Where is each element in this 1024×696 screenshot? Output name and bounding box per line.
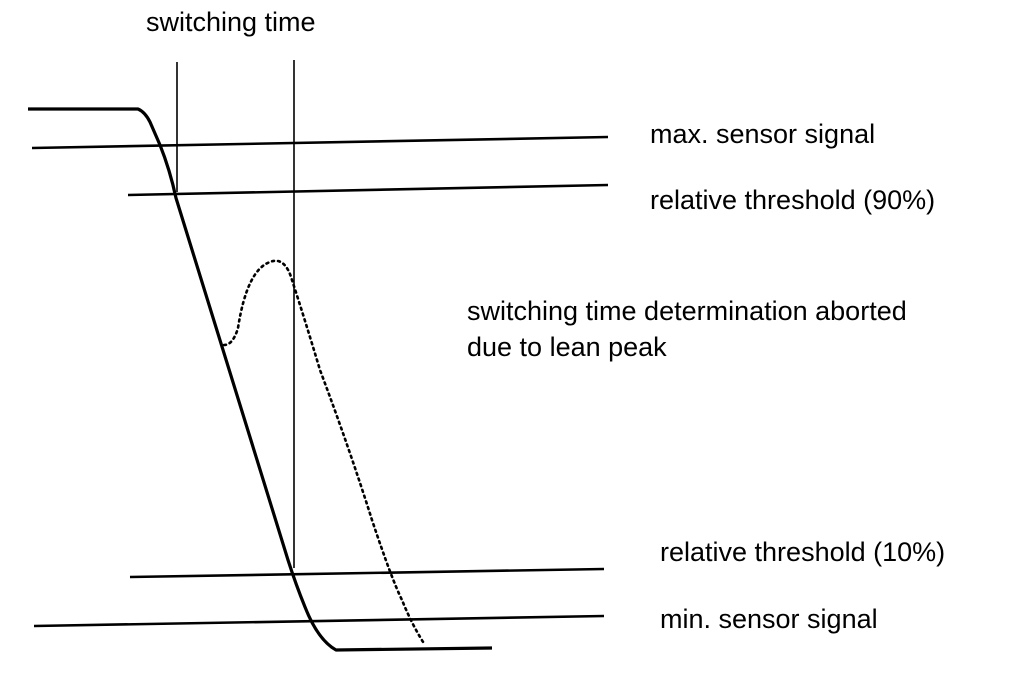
relative-threshold-10-line [129, 567, 605, 579]
lean-peak-dotted-curve [222, 259, 427, 647]
switching-time-label: switching time [146, 7, 316, 37]
relative-threshold-90-label: relative threshold (90%) [650, 185, 936, 215]
aborted-annotation: switching time determination aborted due… [467, 293, 1007, 365]
aborted-annotation-line2: due to lean peak [467, 332, 667, 362]
min-sensor-signal-label: min. sensor signal [660, 604, 878, 634]
sensor-signal-curve [28, 107, 493, 652]
aborted-annotation-line1: switching time determination aborted [467, 296, 907, 326]
relative-threshold-90-line [127, 183, 609, 197]
relative-threshold-10-label: relative threshold (10%) [660, 537, 946, 567]
min-sensor-signal-line [33, 614, 605, 628]
max-sensor-signal-label: max. sensor signal [650, 119, 876, 149]
max-sensor-signal-line [31, 135, 609, 150]
